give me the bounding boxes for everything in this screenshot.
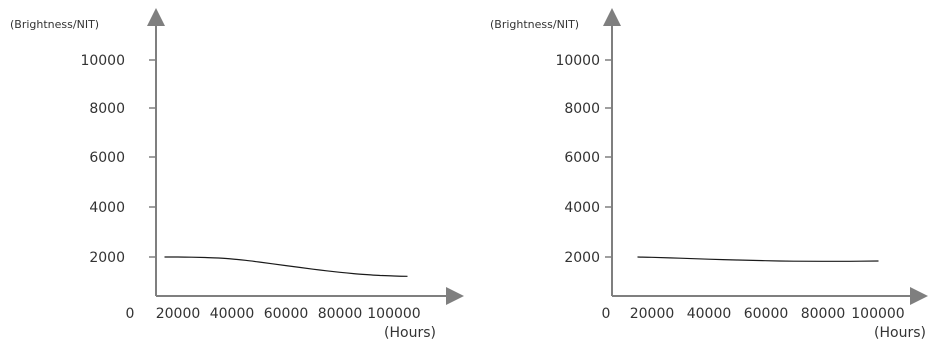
y-tick-label: 4000	[89, 200, 125, 216]
y-tick-label: 10000	[555, 53, 600, 69]
y-tick-label: 10000	[80, 53, 125, 69]
chart-right: 10000 8000 6000 4000 2000 0 20000 40000 …	[490, 8, 928, 341]
x-tick-label: 0	[126, 306, 135, 322]
y-tick-label: 2000	[564, 250, 600, 266]
x-tick-label: 20000	[630, 306, 675, 322]
chart-left: 10000 8000 6000 4000 2000 0 20000 40000 …	[10, 8, 464, 341]
x-tick-label: 40000	[210, 306, 255, 322]
y-axis-title: (Brightness/NIT)	[10, 18, 99, 31]
x-tick-label: 60000	[264, 306, 309, 322]
x-tick-label: 60000	[744, 306, 789, 322]
series-line	[637, 256, 879, 262]
x-tick-label: 0	[602, 306, 611, 322]
x-tick-label: 100000	[367, 306, 420, 322]
y-tick-label: 6000	[564, 150, 600, 166]
y-axis-arrow-icon	[603, 8, 621, 26]
x-axis-arrow-icon	[446, 287, 464, 305]
x-axis-arrow-icon	[910, 287, 928, 305]
y-axis-arrow-icon	[147, 8, 165, 26]
y-tick-label: 2000	[89, 250, 125, 266]
x-tick-label: 80000	[801, 306, 846, 322]
y-tick-label: 8000	[89, 101, 125, 117]
x-tick-label: 40000	[687, 306, 732, 322]
x-tick-label: 20000	[156, 306, 201, 322]
y-axis-title: (Brightness/NIT)	[490, 18, 579, 31]
y-tick-label: 6000	[89, 150, 125, 166]
x-tick-label: 100000	[851, 306, 904, 322]
y-tick-label: 4000	[564, 200, 600, 216]
y-tick-label: 8000	[564, 101, 600, 117]
x-tick-label: 80000	[318, 306, 363, 322]
x-axis-title: (Hours)	[384, 325, 436, 341]
series-line	[164, 256, 408, 277]
x-axis-title: (Hours)	[874, 325, 926, 341]
